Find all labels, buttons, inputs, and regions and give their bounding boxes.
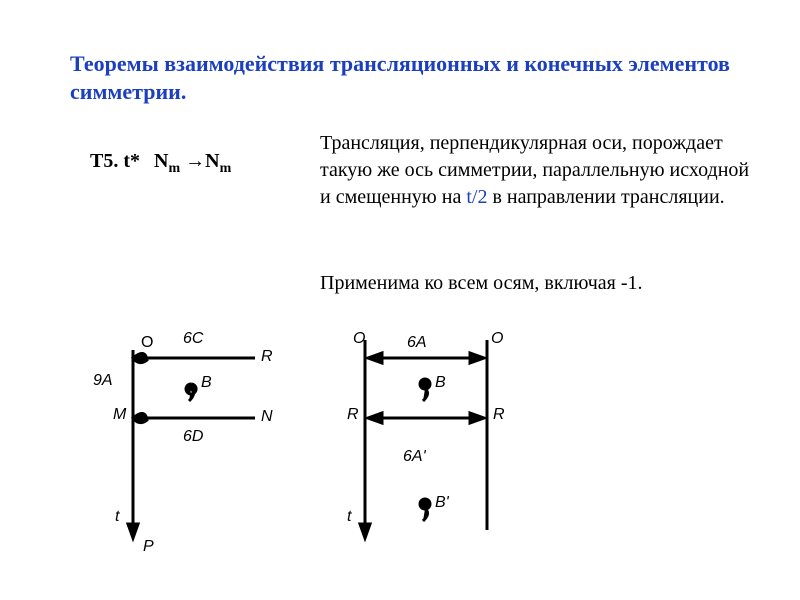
paragraph-2: Применима ко всем осям, включая -1.	[320, 270, 750, 297]
label-6A: 6A	[407, 334, 427, 352]
label-O-left: O	[141, 334, 153, 352]
label-P: P	[143, 538, 154, 556]
theorem-m2: m	[220, 161, 232, 176]
label-Bprime: B'	[435, 494, 449, 512]
label-R-right1: R	[347, 406, 359, 424]
paragraph-1: Трансляция, перпендикулярная оси, порожд…	[320, 130, 750, 211]
label-B-right: B	[435, 374, 446, 392]
label-6C: 6C	[183, 330, 203, 348]
label-6D: 6D	[183, 428, 203, 446]
label-t-right: t	[347, 508, 351, 526]
para1-post: в направлении трансляции.	[487, 186, 724, 208]
diagram-svg	[85, 320, 585, 570]
label-M: M	[113, 406, 126, 424]
label-6Aprime: 6A'	[403, 448, 426, 466]
label-B-left: B	[201, 374, 212, 392]
label-R-left: R	[261, 348, 273, 366]
theorem-m1: m	[168, 161, 180, 176]
label-O-right1: O	[353, 330, 365, 348]
perpendicular-icon	[140, 152, 154, 175]
label-N: N	[261, 408, 273, 426]
theorem-arrow: →	[185, 150, 205, 172]
theorem-N1: N	[154, 150, 168, 172]
page-title: Теоремы взаимодействия трансляционных и …	[70, 50, 730, 105]
label-t-left: t	[115, 508, 119, 526]
label-9A: 9A	[93, 372, 113, 390]
theorem-t: t*	[123, 150, 140, 172]
theorem-prefix: T5.	[90, 150, 118, 172]
symmetry-diagram: 9A 6C 6D O R M N B t P O O 6A B R R 6A' …	[85, 320, 585, 570]
para1-t2: t/2	[466, 186, 487, 208]
label-R-right2: R	[493, 406, 505, 424]
label-O-right2: O	[491, 330, 503, 348]
theorem-expression: T5. t*Nm →Nm	[90, 150, 231, 177]
theorem-N2: N	[205, 150, 219, 172]
